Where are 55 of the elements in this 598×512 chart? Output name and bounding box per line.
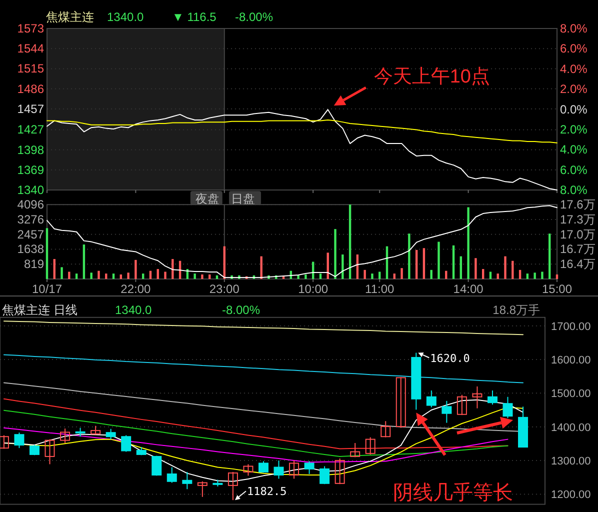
y-tick-label: 1515: [17, 62, 44, 76]
y-tick-label: 4096: [17, 198, 44, 212]
y2-tick-label: 4.0%: [560, 62, 588, 76]
y2-tick-label: 6.0%: [560, 162, 588, 177]
x-tick-label: 15:00: [542, 282, 572, 296]
x-tick-label: 14:00: [453, 282, 484, 296]
band-label: 夜盘: [195, 192, 220, 206]
y-tick-label: 1638: [17, 242, 44, 256]
y-tick-label: 3276: [17, 212, 44, 226]
y-tick-label: 1427: [17, 122, 44, 137]
x-tick-label: 22:00: [120, 282, 152, 296]
annotation: 阴线几乎等长: [393, 482, 513, 504]
annotation: 1182.5: [246, 485, 287, 498]
text: ▼ 116.5: [172, 10, 217, 24]
annotation: 今天上午10点: [374, 66, 490, 88]
y-tick-label: 1200.00: [551, 489, 591, 502]
chart-title: 焦煤主连 日线: [2, 303, 78, 317]
y-tick-label: 1600.00: [551, 354, 591, 366]
y-tick-label: 1340: [17, 183, 44, 197]
x-tick-label: 10/17: [32, 282, 62, 296]
y-tick-label: 1700.00: [551, 320, 591, 333]
x-tick-label: 11:00: [365, 282, 395, 296]
y2-tick-label: 6.0%: [560, 42, 588, 56]
y2-tick-label: 16.4万: [560, 257, 596, 272]
y-tick-label: 1369: [17, 162, 44, 177]
y2-tick-label: 8.0%: [560, 22, 588, 36]
y-tick-label: 1398: [17, 142, 44, 157]
y-tick-label: 1400.00: [551, 422, 591, 434]
annotation: 1620.0: [430, 352, 470, 365]
y2-tick-label: 2.0%: [560, 122, 588, 136]
y-tick-label: 1457: [17, 102, 44, 116]
y2-tick-label: 17.0万: [560, 227, 596, 242]
y-tick-label: 1573: [17, 22, 44, 36]
y2-tick-label: 17.6万: [560, 198, 596, 212]
chart-title: 焦煤主连: [46, 10, 94, 24]
text: 1340.0: [107, 10, 144, 24]
x-tick-label: 10:00: [298, 282, 328, 296]
y2-tick-label: 2.0%: [560, 82, 588, 96]
text: -8.00%: [222, 303, 260, 317]
y-tick-label: 1300.00: [551, 456, 591, 468]
y2-tick-label: 16.7万: [560, 242, 596, 256]
y-tick-label: 1500.00: [551, 388, 591, 400]
y2-tick-label: 8.0%: [560, 183, 588, 197]
y2-tick-label: 4.0%: [560, 142, 588, 157]
y2-tick-label: 17.3万: [560, 212, 596, 226]
x-tick-label: 23:00: [209, 282, 240, 296]
text: -8.00%: [235, 10, 274, 24]
y-tick-label: 2457: [17, 227, 44, 242]
y-tick-label: 1486: [17, 82, 44, 96]
y2-tick-label: 0.0%: [560, 102, 588, 116]
text: 1340.0: [115, 303, 152, 317]
y-tick-label: 1544: [17, 42, 44, 56]
annotation: 日盘: [231, 192, 255, 206]
y-tick-label: 819: [24, 257, 44, 272]
text: 18.8万手: [492, 303, 540, 317]
